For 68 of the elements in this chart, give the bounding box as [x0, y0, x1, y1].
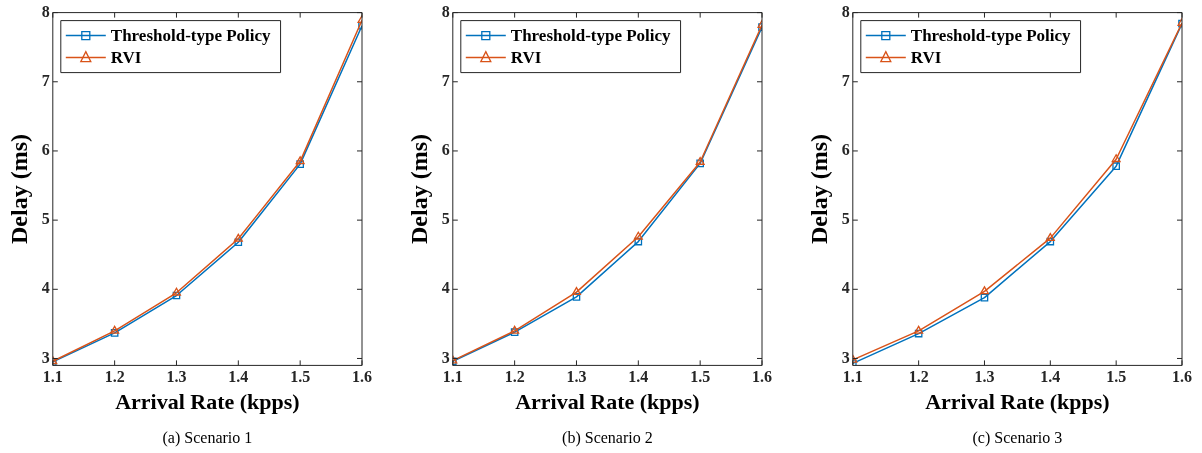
x-axis-title: Arrival Rate (kpps) [115, 389, 300, 415]
x-tick-label: 1.4 [628, 368, 649, 386]
y-tick-label: 7 [841, 71, 850, 89]
y-tick-label: 5 [41, 210, 50, 228]
x-tick-label: 1.5 [690, 368, 711, 386]
point [979, 286, 990, 295]
y-tick-label: 4 [441, 279, 450, 297]
y-tick-label: 4 [841, 279, 850, 297]
y-tick-label: 5 [441, 210, 450, 228]
legend-label: RVI [910, 47, 942, 67]
point [234, 238, 243, 247]
y-tick-label: 8 [841, 2, 850, 20]
point [980, 293, 989, 302]
x-tick-label: 1.3 [974, 368, 995, 386]
text: (a) Scenario 1 [162, 429, 253, 448]
point [571, 286, 582, 295]
point [633, 231, 643, 240]
x-tick-label: 1.6 [752, 368, 772, 386]
point [110, 325, 120, 334]
y-tick-label: 3 [41, 348, 50, 366]
x-tick-label: 1.2 [908, 368, 929, 386]
legend-label: RVI [510, 47, 542, 67]
point [233, 233, 243, 242]
x-axis-title: Arrival Rate (kpps) [925, 389, 1110, 415]
point [295, 156, 305, 165]
point [1045, 232, 1055, 242]
x-tick-label: 1.2 [104, 368, 125, 386]
x-tick-label: 1.3 [166, 368, 187, 386]
y-tick-label: 5 [841, 210, 850, 228]
x-tick-label: 1.5 [1106, 368, 1127, 386]
y-tick-label: 6 [41, 141, 50, 159]
x-tick-label: 1.2 [504, 368, 525, 386]
y-axis-title: Delay (ms) [805, 134, 832, 244]
y-tick-label: 6 [841, 141, 850, 159]
text: (c) Scenario 3 [972, 429, 1063, 448]
y-tick-label: 3 [841, 348, 850, 366]
y-axis-title: Delay (ms) [5, 134, 32, 244]
y-tick-label: 6 [441, 141, 450, 159]
x-axis-title: Arrival Rate (kpps) [515, 389, 700, 415]
point [1046, 237, 1055, 246]
point [634, 237, 643, 246]
legend-label: Threshold-type Policy [910, 25, 1072, 45]
y-tick-label: 8 [441, 2, 450, 20]
point [914, 325, 924, 334]
y-tick-label: 7 [41, 71, 50, 89]
point [296, 160, 304, 168]
x-tick-label: 1.1 [42, 368, 63, 386]
x-tick-label: 1.4 [228, 368, 249, 386]
x-tick-label: 1.5 [290, 368, 311, 386]
x-tick-label: 1.6 [1172, 368, 1192, 386]
y-tick-label: 8 [41, 2, 50, 20]
y-tick-label: 3 [441, 348, 450, 366]
legend-label: Threshold-type Policy [110, 25, 272, 45]
legend-label: Threshold-type Policy [510, 25, 672, 45]
point [572, 293, 581, 301]
x-tick-label: 1.3 [566, 368, 587, 386]
x-tick-label: 1.6 [352, 368, 372, 386]
x-tick-label: 1.4 [1040, 368, 1061, 386]
point [1112, 162, 1120, 170]
x-tick-label: 1.1 [842, 368, 863, 386]
legend-label: RVI [110, 47, 142, 67]
y-tick-label: 7 [441, 71, 450, 89]
y-axis-title: Delay (ms) [405, 134, 432, 244]
point [1111, 154, 1121, 163]
text: (b) Scenario 2 [562, 429, 653, 448]
point [171, 287, 182, 296]
y-tick-label: 4 [41, 279, 50, 297]
x-tick-label: 1.1 [442, 368, 463, 386]
